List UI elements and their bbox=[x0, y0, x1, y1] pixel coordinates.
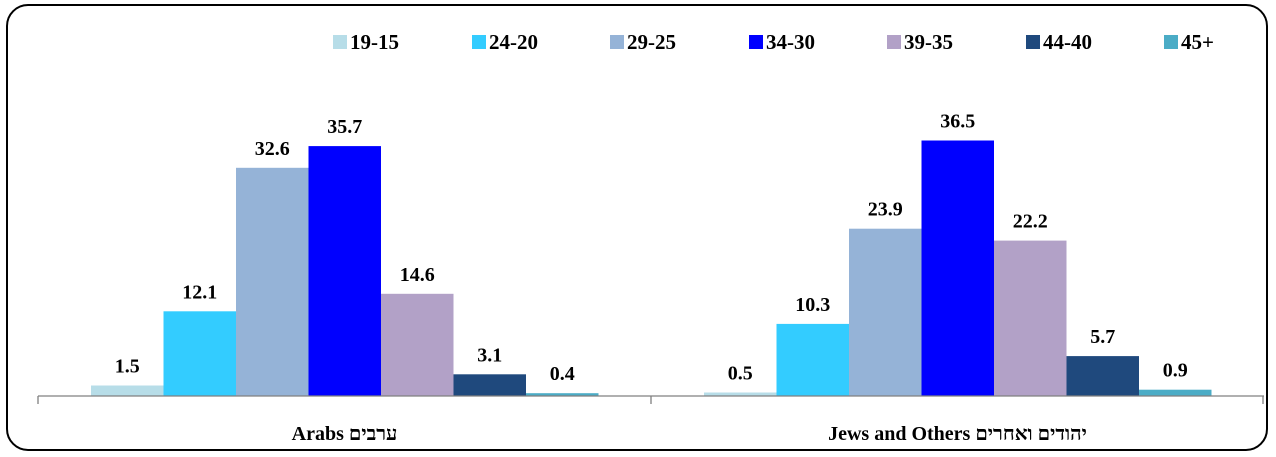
bar-jews-and-others-45 bbox=[1139, 389, 1212, 396]
legend-label-34-30: 34-30 bbox=[766, 30, 815, 54]
legend-swatch-39-35 bbox=[887, 35, 901, 49]
data-label-arabs-24-20: 12.1 bbox=[182, 281, 217, 303]
plot-area: 1.5 12.1 32.6 35.7 14.6 3.1 0.4 0.5 10.3 23.9 36.5… bbox=[91, 111, 1212, 396]
bar-arabs-45 bbox=[526, 393, 599, 396]
legend-swatch-19-15 bbox=[333, 35, 347, 49]
legend-swatch-44-40 bbox=[1026, 35, 1040, 49]
legend-label-29-25: 29-25 bbox=[627, 30, 676, 54]
bar-jews-and-others-34-30 bbox=[921, 140, 994, 396]
category-label-arabs: Arabs ערבים bbox=[292, 423, 398, 445]
bar-jews-and-others-39-35 bbox=[994, 240, 1067, 396]
legend-label-45: 45+ bbox=[1181, 30, 1214, 54]
data-label-jews-and-others-34-30: 36.5 bbox=[940, 111, 975, 133]
legend-label-39-35: 39-35 bbox=[904, 30, 953, 54]
bar-arabs-19-15 bbox=[91, 385, 164, 396]
data-label-arabs-29-25: 32.6 bbox=[255, 138, 290, 160]
legend-label-44-40: 44-40 bbox=[1043, 30, 1092, 54]
bar-jews-and-others-19-15 bbox=[704, 392, 777, 396]
legend-label-24-20: 24-20 bbox=[489, 30, 538, 54]
data-label-jews-and-others-44-40: 5.7 bbox=[1090, 326, 1115, 348]
data-label-arabs-19-15: 1.5 bbox=[115, 356, 140, 378]
data-label-jews-and-others-45: 0.9 bbox=[1163, 360, 1188, 382]
legend-swatch-24-20 bbox=[472, 35, 486, 49]
legend-swatch-45 bbox=[1164, 35, 1178, 49]
bar-arabs-29-25 bbox=[236, 167, 309, 396]
category-label-jews-and-others: Jews and Others יהודים ואחרים bbox=[828, 423, 1087, 445]
legend-swatch-29-25 bbox=[610, 35, 624, 49]
bar-arabs-39-35 bbox=[381, 293, 454, 396]
data-label-arabs-34-30: 35.7 bbox=[327, 116, 362, 138]
bar-arabs-24-20 bbox=[163, 311, 236, 396]
bar-jews-and-others-29-25 bbox=[849, 228, 922, 396]
bar-jews-and-others-44-40 bbox=[1066, 356, 1139, 396]
bar-arabs-34-30 bbox=[308, 146, 381, 396]
data-label-jews-and-others-29-25: 23.9 bbox=[868, 199, 903, 221]
data-label-jews-and-others-39-35: 22.2 bbox=[1013, 211, 1048, 233]
legend-label-19-15: 19-15 bbox=[350, 30, 399, 54]
data-label-arabs-44-40: 3.1 bbox=[477, 344, 502, 366]
legend-swatch-34-30 bbox=[749, 35, 763, 49]
x-axis: Arabs ערבים Jews and Others יהודים ואחרים bbox=[37, 395, 1264, 445]
bar-jews-and-others-24-20 bbox=[776, 323, 849, 396]
bar-arabs-44-40 bbox=[453, 374, 526, 396]
data-label-arabs-45: 0.4 bbox=[550, 363, 575, 385]
legend: 19-15 24-20 29-25 34-30 39-35 44-40 45+ bbox=[333, 30, 1214, 54]
data-label-jews-and-others-24-20: 10.3 bbox=[795, 294, 830, 316]
data-label-jews-and-others-19-15: 0.5 bbox=[728, 363, 753, 385]
data-label-arabs-39-35: 14.6 bbox=[400, 264, 435, 286]
